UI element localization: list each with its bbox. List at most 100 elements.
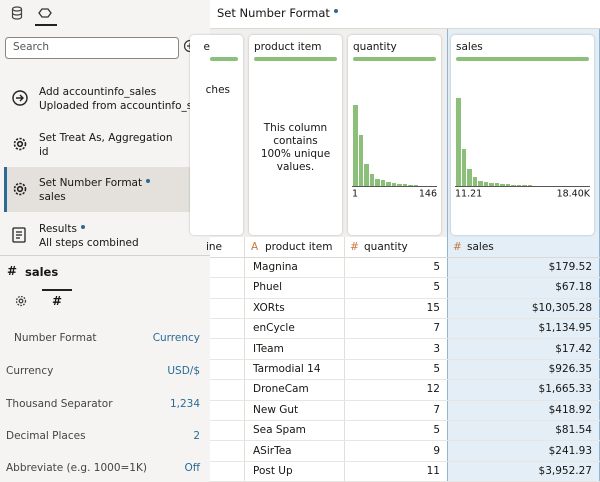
histogram-max: 146 (418, 188, 437, 200)
histogram-bar (511, 184, 516, 186)
row-line (210, 420, 600, 421)
cell-product: Magnina (253, 261, 298, 273)
cell-quantity: 9 (433, 444, 440, 457)
cell-product: New Gut (253, 403, 299, 416)
card-body: ches (205, 84, 230, 96)
cell-sales: $418.92 (548, 403, 592, 416)
card-title: product item (254, 41, 322, 53)
property-value[interactable]: USD/$ (167, 365, 200, 377)
card-bar (456, 57, 589, 61)
steps-tab[interactable] (38, 8, 52, 18)
card-title: sales (456, 41, 483, 53)
property-title: sales (25, 265, 59, 279)
histogram-bar (386, 181, 391, 186)
histogram-bar (500, 183, 505, 186)
cell-product: XORts (253, 301, 285, 314)
histogram-bar (375, 178, 380, 186)
cell-quantity: 5 (433, 261, 440, 273)
step-icon-gear (13, 137, 27, 151)
cell-quantity: 15 (426, 301, 440, 314)
profile-card (451, 35, 594, 235)
property-value[interactable]: 2 (193, 430, 200, 442)
column-name: product item (265, 241, 333, 253)
status-dot (146, 179, 150, 183)
search-box[interactable] (5, 37, 179, 59)
cell-sales: $81.54 (555, 424, 592, 437)
column-type-icon: # (350, 241, 359, 253)
property-label: Abbreviate (e.g. 1000=1K) (6, 462, 147, 474)
tab-underline (35, 24, 57, 26)
sidebar (0, 0, 210, 482)
property-value[interactable]: Off (184, 462, 201, 474)
step-subtitle[interactable]: All steps combined (39, 237, 139, 249)
cell-quantity: 5 (433, 281, 440, 294)
row-line (210, 297, 600, 299)
cell-quantity: 12 (426, 383, 440, 396)
histogram-bar (516, 184, 521, 186)
histogram-bar (364, 163, 369, 186)
histogram-max: 18.40K (556, 188, 590, 200)
row-line (210, 379, 600, 381)
row-line (210, 440, 600, 442)
step-title[interactable]: Set Treat As, Aggregation (39, 132, 173, 144)
format-tab[interactable]: # (52, 294, 63, 308)
selected-step-bg (4, 167, 200, 212)
property-tab-icons (15, 289, 72, 307)
row-line (210, 318, 600, 319)
cell-product: Sea Spam (253, 424, 306, 437)
profile-card (249, 35, 342, 235)
histogram-bar (353, 105, 358, 186)
row-line (210, 399, 600, 401)
histogram-axis (455, 186, 590, 187)
cell-product: ITeam (253, 342, 284, 355)
database-tab[interactable] (11, 6, 23, 20)
card-body: This column contains 100% unique values. (260, 122, 331, 173)
header-row-line (210, 257, 600, 258)
cell-sales: $241.93 (548, 444, 592, 457)
tab-underline (42, 289, 72, 291)
cell-quantity: 5 (433, 363, 440, 375)
histogram-bar (408, 184, 413, 186)
property-value[interactable]: 1,234 (169, 398, 200, 410)
histogram-bar (494, 182, 499, 186)
step-title[interactable]: Results (39, 223, 77, 235)
column-name: sales (467, 241, 494, 253)
histogram-bar (527, 184, 532, 186)
histogram-bar (369, 173, 374, 186)
step-icon-results (12, 227, 26, 243)
histogram-bar (505, 183, 510, 186)
histogram-bar (413, 184, 418, 186)
histogram-bar (391, 182, 396, 186)
search-placeholder: Search (13, 41, 50, 53)
cell-sales: $3,952.27 (538, 465, 592, 477)
settings-tab[interactable] (15, 295, 27, 307)
histogram-min: 1 (352, 188, 359, 200)
histogram-min: 11.21 (455, 188, 483, 200)
step-subtitle[interactable]: Uploaded from accountinfo_sale... (39, 100, 219, 112)
step-title[interactable]: Set Number Format (39, 177, 143, 189)
column-name: quantity (364, 241, 408, 253)
step-title[interactable]: Add accountinfo_sales (39, 86, 157, 98)
row-line (210, 277, 600, 279)
divider (0, 255, 210, 256)
cell-sales: $179.52 (548, 261, 592, 273)
property-value[interactable]: Currency (152, 332, 200, 344)
status-dot (334, 9, 338, 13)
cell-quantity: 7 (433, 403, 440, 416)
property-label: Decimal Places (6, 430, 86, 442)
property-label: Number Format (14, 332, 97, 344)
cell-product: DroneCam (253, 383, 309, 396)
histogram-bar (472, 176, 477, 186)
histogram-bar (397, 183, 402, 186)
histogram-bar (358, 135, 363, 186)
column-type-icon: # (453, 241, 462, 253)
status-dot (81, 225, 85, 229)
cell-product: ASirTea (253, 444, 292, 457)
selected-step-bar (4, 167, 7, 212)
cell-quantity: 5 (433, 424, 440, 437)
histogram-bar (461, 148, 466, 186)
step-subtitle[interactable]: id (39, 146, 49, 158)
step-subtitle[interactable]: sales (39, 191, 66, 203)
histogram-bar (489, 182, 494, 186)
cell-product: Post Up (253, 465, 293, 477)
